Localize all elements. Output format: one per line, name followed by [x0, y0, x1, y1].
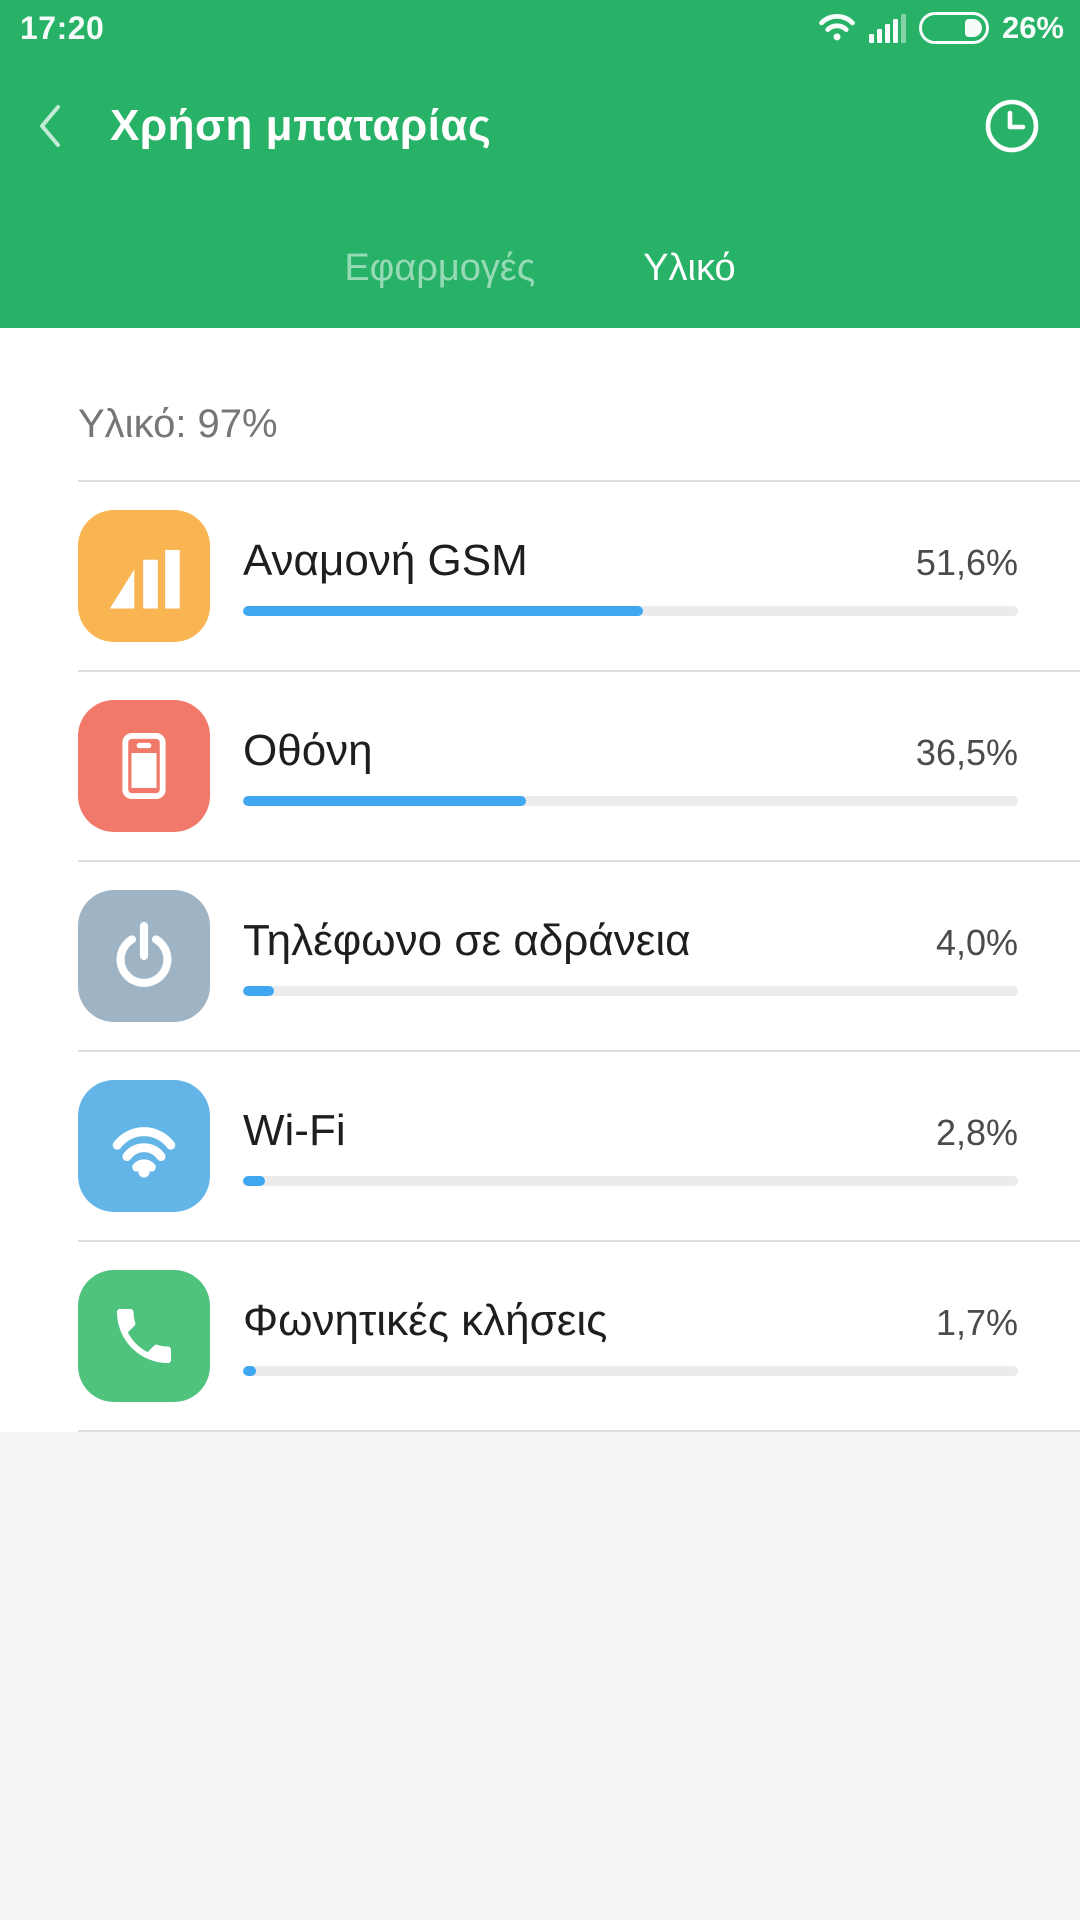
- battery-percent-label: 26%: [1001, 10, 1064, 45]
- status-bar: 17:20 26%: [0, 0, 1080, 56]
- chevron-left-icon: [40, 105, 60, 147]
- divider: [78, 480, 1080, 482]
- nav-row: Χρήση μπαταρίας: [0, 70, 1080, 182]
- tab-hardware[interactable]: Υλικό: [643, 246, 736, 289]
- progress-track: [243, 1176, 1018, 1186]
- tab-apps[interactable]: Εφαρμογές: [344, 246, 536, 289]
- signal-bars-icon: [78, 510, 210, 642]
- footer-area: [0, 1432, 1080, 1920]
- progress-track: [243, 796, 1018, 806]
- power-icon: [78, 890, 210, 1022]
- item-percent: 4,0%: [935, 922, 1018, 963]
- divider: [78, 860, 1080, 862]
- list-item-wifi[interactable]: Wi-Fi 2,8%: [0, 1052, 1080, 1240]
- screen-icon: [78, 700, 210, 832]
- divider: [78, 1050, 1080, 1052]
- battery-fill: [965, 19, 982, 37]
- progress-fill: [243, 986, 274, 996]
- wifi-icon: [78, 1080, 210, 1212]
- battery-icon: [918, 12, 989, 44]
- tab-bar: Εφαρμογές Υλικό: [0, 182, 1080, 328]
- divider: [78, 670, 1080, 672]
- content: Υλικό: 97% Αναμονή GSM 51,6%: [0, 328, 1080, 1432]
- status-icons: 26%: [818, 10, 1064, 46]
- status-time: 17:20: [20, 9, 105, 46]
- progress-fill: [243, 796, 526, 806]
- divider: [78, 1240, 1080, 1242]
- divider: [78, 1430, 1080, 1432]
- item-name: Wi-Fi: [243, 1106, 346, 1155]
- back-button[interactable]: [36, 96, 84, 156]
- item-percent: 2,8%: [935, 1112, 1018, 1153]
- item-name: Φωνητικές κλήσεις: [243, 1296, 608, 1345]
- history-button[interactable]: [980, 94, 1044, 158]
- progress-track: [243, 606, 1018, 616]
- app-header: 17:20 26%: [0, 0, 1080, 328]
- item-percent: 36,5%: [915, 732, 1018, 773]
- section-header: Υλικό: 97%: [0, 328, 1080, 482]
- section-label: Υλικό: 97%: [78, 402, 278, 446]
- wifi-icon: [818, 10, 856, 46]
- item-name: Οθόνη: [243, 726, 373, 775]
- signal-strength-icon: [868, 13, 906, 43]
- progress-track: [243, 1366, 1018, 1376]
- progress-fill: [243, 1176, 265, 1186]
- list-item-screen[interactable]: Οθόνη 36,5%: [0, 672, 1080, 860]
- item-percent: 1,7%: [935, 1302, 1018, 1343]
- phone-icon: [78, 1270, 210, 1402]
- item-name: Τηλέφωνο σε αδράνεια: [243, 916, 691, 965]
- item-percent: 51,6%: [915, 542, 1018, 583]
- progress-fill: [243, 1366, 257, 1376]
- list-item-phone-idle[interactable]: Τηλέφωνο σε αδράνεια 4,0%: [0, 862, 1080, 1050]
- item-name: Αναμονή GSM: [243, 536, 528, 585]
- list-item-gsm-standby[interactable]: Αναμονή GSM 51,6%: [0, 482, 1080, 670]
- progress-fill: [243, 606, 643, 616]
- list-item-voice-calls[interactable]: Φωνητικές κλήσεις 1,7%: [0, 1242, 1080, 1430]
- clock-icon: [985, 99, 1039, 153]
- page-title: Χρήση μπαταρίας: [110, 101, 492, 150]
- progress-track: [243, 986, 1018, 996]
